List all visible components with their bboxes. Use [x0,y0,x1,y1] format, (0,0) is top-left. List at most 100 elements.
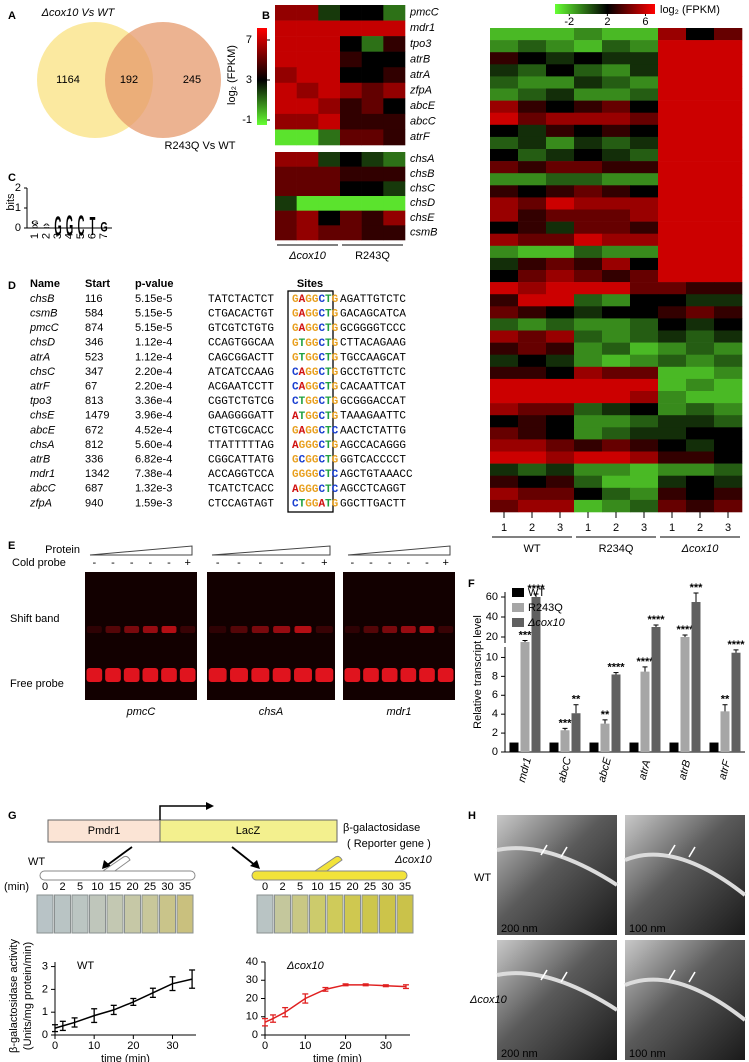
heatmap-cell [361,196,384,211]
flank-seq: CACAATTCAT [340,382,406,394]
bar [520,642,530,752]
heatmap-cell [518,52,547,65]
heatmap-cell [318,166,341,182]
nucleotide: G [312,367,319,379]
nucleotide: G [292,294,299,306]
heatmap-cell [490,391,519,404]
significance: *** [519,629,533,641]
heatmap-cell [490,451,519,464]
site-seq: AGGGCTC [292,484,339,496]
heatmap-cell [490,354,519,368]
heatmap-cell [686,294,715,307]
heatmap-cell [658,136,687,150]
heatmap-cell [686,64,715,77]
cell-wall [624,977,747,1022]
heatmap-cell [518,28,547,41]
heatmap-cell [602,282,631,295]
heatmap-cell [361,20,384,37]
heatmap-cell [340,67,362,84]
heatmap-cell [714,451,743,464]
axis-break [500,643,745,647]
shift-band [438,626,454,633]
heatmap-cell [714,415,743,428]
heatmap-cell [630,391,659,404]
nucleotide: C [318,323,325,335]
time-label: 2 [59,881,65,893]
nucleotide: T [325,338,332,350]
heatmap-cell [602,124,631,138]
nucleotide: T [299,411,306,423]
shift-band [363,626,379,633]
y-axis-label: Relative transcript level [472,615,484,729]
heatmap-cell [686,330,715,343]
heatmap-cell [714,439,743,452]
venn-count: 245 [183,74,201,86]
bar [720,711,730,752]
heatmap-cell [602,161,631,174]
heatmap-cell [686,233,715,247]
heatmap-cell [714,475,743,489]
heatmap-cell [714,378,743,392]
p-value: 3.36e-4 [135,395,172,407]
gene-name: chsE [30,410,55,422]
tube [361,894,379,934]
heatmap-cell [714,330,743,343]
heatmap-cell [714,282,743,295]
heatmap-cell [686,342,715,355]
heatmap-cell [490,282,519,295]
x-tick-label: 1 [669,522,675,534]
x-tick-label: 30 [166,1040,178,1052]
time-label: 20 [346,881,358,893]
heatmap-cell [714,28,743,41]
time-label: 20 [126,881,138,893]
p-value: 4.52e-4 [135,424,172,436]
heatmap-cell [361,51,384,68]
flank-seq: GCGGGGTCCC [340,323,406,335]
gene-name: atrF [30,381,51,393]
flank-seq: TATCTACTCT [208,294,274,306]
heatmap-cell [630,366,659,380]
heatmap-cell [658,112,687,126]
heatmap-cell [686,88,715,101]
cold-probe-sign: - [406,557,410,569]
y-tick-label: 2 [42,983,48,995]
nucleotide: A [292,440,299,452]
logo-letter: G [54,211,61,242]
heatmap-cell [686,318,715,331]
significance: **** [647,614,665,626]
time-label: 10 [311,881,323,893]
heatmap-cell [546,306,575,319]
nucleotide: G [312,484,319,496]
heatmap-cell [518,88,547,101]
nucleotide: G [305,323,312,335]
flank-seq: GGCTTGACTT [340,498,406,510]
heatmap-cell [340,113,362,130]
heatmap-cell [546,391,575,404]
gel [207,572,335,700]
nucleotide: C [292,396,299,408]
site-seq: CTGGATG [292,498,339,510]
heatmap-cell [518,318,547,331]
heatmap-cell [574,257,603,271]
bar [640,671,650,752]
nucleotide: G [305,411,312,423]
gene-name: atrB [30,454,50,466]
heatmap-cell [630,52,659,65]
start: 584 [85,308,103,320]
heatmap-cell [658,40,687,53]
heatmap-cell [630,100,659,113]
heatmap-cell [714,221,743,234]
heatmap-cell [630,342,659,355]
heatmap-cell [574,197,603,210]
site-seq: ATGGCTG [292,411,339,423]
heatmap-cell [318,129,341,146]
heatmap-cell [490,499,519,513]
row-label: chsE [410,212,435,224]
site-seq: GAGGCTG [292,309,339,321]
gene-box [159,819,338,843]
promoter-label: Pmdr1 [88,825,120,837]
x-tick-label: 1 [29,233,41,239]
site-seq: GTGGCTG [292,338,339,350]
nucleotide: A [299,367,306,379]
gene-label: pmcC [126,706,156,718]
